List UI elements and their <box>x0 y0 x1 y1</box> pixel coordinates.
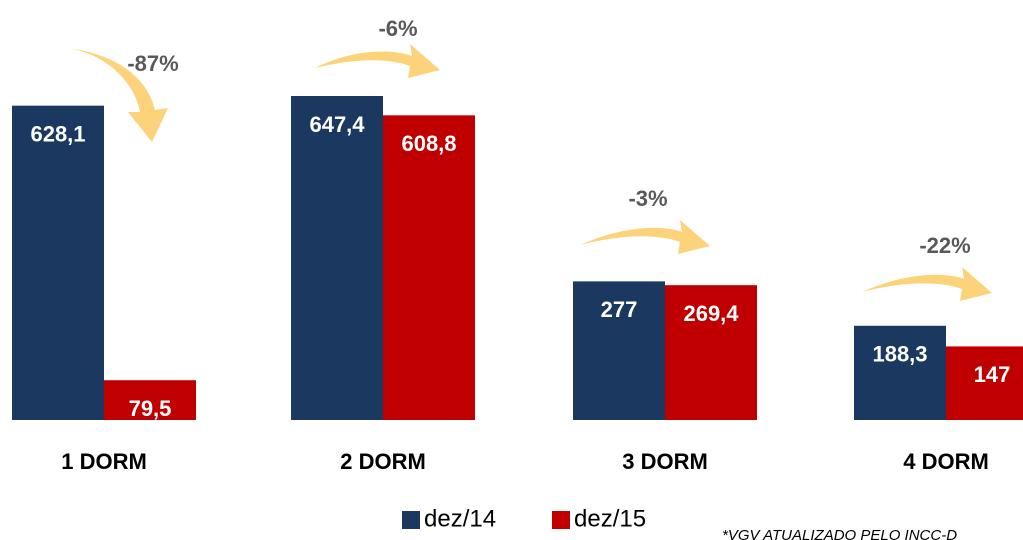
bar <box>12 105 104 421</box>
value-label: 147 <box>974 362 1011 387</box>
bar <box>383 115 475 421</box>
value-label: 79,5 <box>129 396 172 421</box>
arrow <box>315 44 440 78</box>
legend-swatch <box>552 511 570 529</box>
category-label: 3 DORM <box>622 449 708 474</box>
bar <box>573 281 665 420</box>
legend-label: dez/15 <box>574 505 646 532</box>
footnote: *VGV ATUALIZADO PELO INCC-D <box>722 527 957 540</box>
annotation: -22% <box>919 233 970 258</box>
value-label: 647,4 <box>309 112 365 137</box>
category-label: 2 DORM <box>340 449 426 474</box>
annotation: -87% <box>127 51 178 76</box>
bar <box>946 346 1023 420</box>
value-label: 608,8 <box>401 131 456 156</box>
bar <box>291 96 383 420</box>
category-label: 4 DORM <box>903 449 989 474</box>
legend-label: dez/14 <box>424 505 496 532</box>
annotation: -3% <box>628 186 667 211</box>
value-label: 188,3 <box>872 342 927 367</box>
category-label: 1 DORM <box>61 449 147 474</box>
arrow <box>862 267 992 301</box>
arrow <box>68 48 168 142</box>
bar <box>104 380 196 420</box>
value-label: 628,1 <box>30 121 85 146</box>
value-label: 269,4 <box>683 301 739 326</box>
arrow <box>580 220 710 254</box>
value-label: 277 <box>601 297 638 322</box>
bar <box>665 285 757 420</box>
arrows <box>68 44 992 301</box>
bar <box>854 325 946 420</box>
legend-swatch <box>402 511 420 529</box>
annotation: -6% <box>378 16 417 41</box>
